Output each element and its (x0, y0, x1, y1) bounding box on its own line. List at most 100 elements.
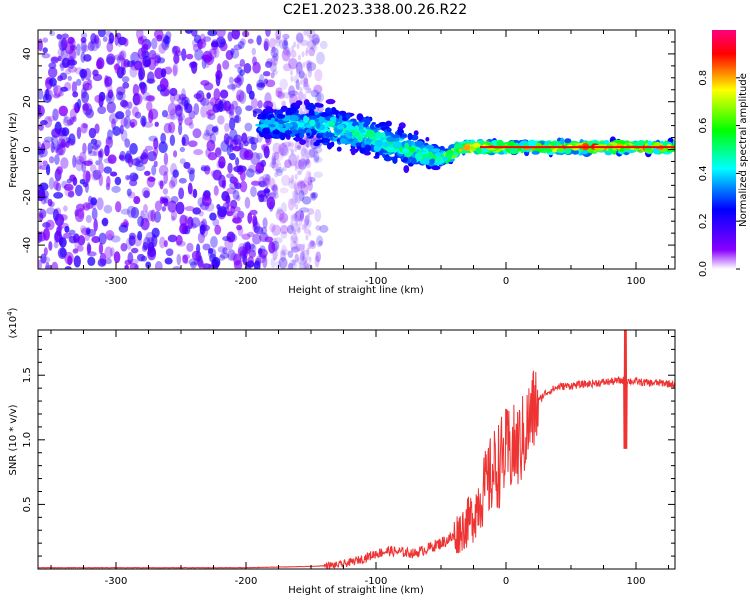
signal-blob (531, 150, 540, 155)
noise-blob (245, 105, 253, 112)
noise-blob (238, 91, 247, 104)
noise-blob (212, 218, 220, 227)
noise-blob (274, 172, 279, 178)
spectrogram-heatmap (38, 30, 675, 269)
noise-blob (120, 208, 131, 215)
noise-blob (54, 213, 65, 227)
noise-blob (305, 87, 309, 94)
colorbar: 0.0 0.2 0.4 0.6 0.8 Normalized spectral ampl… (698, 30, 749, 277)
noise-blob (178, 122, 183, 136)
noise-blob (295, 193, 299, 200)
noise-blob (296, 154, 300, 161)
noise-blob (162, 188, 169, 195)
noise-blob (236, 89, 245, 103)
noise-blob (302, 61, 306, 68)
noise-blob (147, 247, 157, 261)
noise-blob (170, 210, 178, 221)
noise-blob (210, 170, 216, 177)
signal-blob (378, 121, 388, 126)
noise-blob (278, 142, 288, 156)
noise-blob (154, 200, 163, 212)
noise-blob (287, 140, 293, 152)
noise-blob (280, 202, 287, 214)
noise-blob (64, 41, 75, 55)
noise-blob (188, 122, 194, 129)
noise-blob (282, 92, 292, 99)
noise-blob (92, 149, 99, 157)
noise-blob (250, 136, 256, 145)
noise-blob (296, 227, 300, 234)
signal-blob (303, 115, 308, 124)
signal-blob (475, 146, 482, 154)
signal-blob (454, 143, 464, 149)
noise-blob (119, 99, 128, 108)
noise-blob (56, 33, 63, 40)
noise-blob (62, 232, 72, 239)
noise-blob (199, 97, 210, 107)
noise-blob (130, 51, 140, 64)
noise-blob (252, 214, 258, 227)
noise-blob (129, 179, 138, 187)
noise-blob (264, 236, 274, 243)
noise-blob (158, 43, 167, 54)
noise-blob (306, 247, 310, 254)
x-tick-label: -200 (235, 576, 258, 587)
noise-blob (193, 103, 200, 116)
noise-blob (130, 247, 139, 254)
noise-blob (203, 82, 214, 91)
signal-blob (431, 148, 441, 153)
noise-blob (87, 142, 93, 154)
noise-blob (118, 224, 129, 233)
noise-blob (223, 133, 230, 145)
noise-blob (38, 88, 44, 100)
noise-blob (161, 206, 167, 212)
noise-blob (98, 173, 103, 187)
noise-blob (151, 37, 158, 50)
noise-blob (193, 34, 202, 44)
signal-blob (414, 152, 423, 160)
noise-blob (122, 82, 130, 89)
noise-blob (257, 100, 263, 109)
noise-blob (104, 76, 113, 87)
noise-blob (245, 168, 255, 178)
noise-blob (77, 207, 85, 219)
signal-blob (306, 132, 311, 137)
noise-blob (219, 89, 229, 99)
noise-blob (154, 121, 159, 127)
y-tick-label: 40 (22, 48, 33, 61)
noise-blob (296, 145, 302, 151)
noise-blob (261, 226, 268, 235)
noise-blob (58, 90, 64, 97)
noise-blob (143, 204, 148, 213)
noise-blob (250, 141, 257, 151)
noise-blob (179, 158, 186, 165)
colorbar-tick-label: 0.0 (698, 261, 709, 277)
noise-blob (275, 35, 281, 48)
noise-blob (161, 38, 170, 51)
signal-blob (415, 140, 424, 148)
noise-blob (59, 237, 67, 248)
noise-blob (258, 160, 265, 173)
noise-blob (91, 170, 100, 181)
noise-blob (299, 210, 305, 222)
noise-blob (53, 241, 59, 249)
signal-blob (403, 165, 410, 174)
noise-blob (120, 242, 128, 252)
noise-blob (80, 51, 86, 63)
noise-blob (291, 259, 296, 266)
signal-blob (288, 114, 299, 122)
noise-blob (222, 247, 228, 255)
noise-blob (142, 241, 149, 251)
noise-blob (145, 95, 155, 102)
signal-blob (550, 141, 558, 147)
noise-blob (299, 79, 303, 86)
colorbar-label: Normalized spectral amplitude (738, 73, 749, 227)
noise-blob (300, 264, 304, 269)
noise-blob (245, 241, 251, 252)
noise-blob (218, 156, 226, 169)
noise-blob (42, 47, 48, 54)
noise-blob (305, 59, 313, 66)
noise-blob (97, 30, 106, 38)
signal-blob (359, 129, 366, 134)
